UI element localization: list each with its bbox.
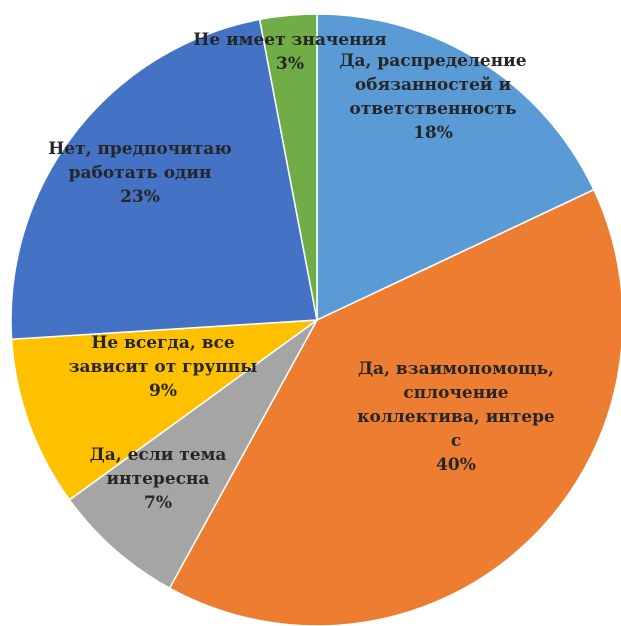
pie-slice-5 <box>10 18 318 341</box>
slice-label-5: Нет, предпочитаю работать один 23% <box>48 139 232 207</box>
slice-value-label: 9% <box>149 381 177 401</box>
pie-slice-3 <box>68 319 318 590</box>
pie-labels: Да, распределение обязанностей и ответстве… <box>48 30 555 513</box>
slice-category-label: с <box>451 431 461 451</box>
slice-category-label: Да, распределение <box>339 51 526 71</box>
pie-slices <box>10 13 621 626</box>
pie-slice-2 <box>168 188 621 626</box>
slice-category-label: Да, если тема <box>90 445 227 465</box>
slice-label-1: Да, распределение обязанностей и ответстве… <box>339 51 526 143</box>
slice-value-label: 18% <box>413 123 453 143</box>
pie-slice-4 <box>10 319 320 501</box>
slice-category-label: зависит от группы <box>69 357 258 377</box>
slice-label-3: Да, если тема интересна 7% <box>90 445 227 513</box>
slice-value-label: 3% <box>276 54 304 74</box>
slice-category-label: Не имеет значения <box>193 30 386 50</box>
pie-slice-6 <box>258 13 318 321</box>
slice-category-label: интересна <box>107 469 210 489</box>
slice-category-label: сплочение <box>403 383 508 403</box>
pie-slice-1 <box>316 13 595 322</box>
slice-category-label: Да, взаимопомощь, <box>358 359 554 379</box>
slice-category-label: коллектива, интере <box>357 407 555 427</box>
slice-value-label: 40% <box>436 455 476 475</box>
slice-label-2: Да, взаимопомощь, сплочение коллектива, ин… <box>357 359 555 475</box>
slice-category-label: Не всегда, все <box>91 333 235 353</box>
slice-label-4: Не всегда, все зависит от группы 9% <box>69 333 258 401</box>
slice-category-label: работать один <box>69 163 212 183</box>
slice-label-6: Не имеет значения 3% <box>193 30 386 74</box>
slice-category-label: обязанностей и <box>355 75 512 95</box>
slice-value-label: 7% <box>144 493 172 513</box>
slice-value-label: 23% <box>120 187 160 207</box>
slice-category-label: Нет, предпочитаю <box>48 139 232 159</box>
slice-category-label: ответственность <box>349 99 516 119</box>
